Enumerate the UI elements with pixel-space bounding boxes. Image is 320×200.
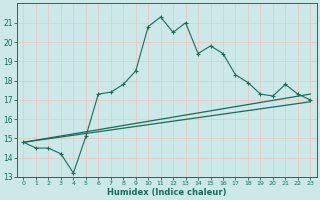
- X-axis label: Humidex (Indice chaleur): Humidex (Indice chaleur): [107, 188, 227, 197]
